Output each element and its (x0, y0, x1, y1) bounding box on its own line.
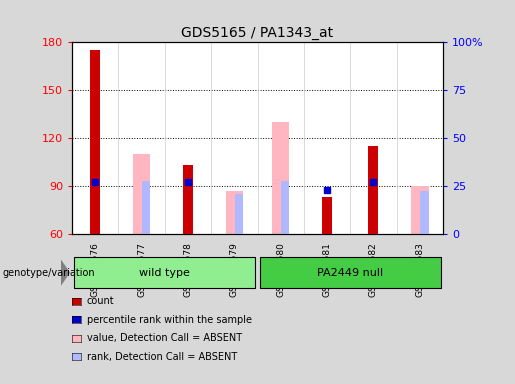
Bar (226, 191, 243, 234)
Text: PA2449 null: PA2449 null (317, 268, 383, 278)
Bar (281, 182, 289, 234)
Text: count: count (87, 296, 114, 306)
Title: GDS5165 / PA1343_at: GDS5165 / PA1343_at (181, 26, 334, 40)
Bar (368, 146, 379, 234)
Polygon shape (61, 259, 70, 286)
Text: value, Detection Call = ABSENT: value, Detection Call = ABSENT (87, 333, 242, 343)
Bar (183, 166, 193, 234)
Text: rank, Detection Call = ABSENT: rank, Detection Call = ABSENT (87, 352, 237, 362)
Bar (420, 191, 428, 234)
Bar (142, 182, 150, 234)
Bar (322, 197, 332, 234)
Text: wild type: wild type (140, 268, 190, 278)
Bar (133, 154, 150, 234)
Bar (260, 257, 440, 288)
Bar (235, 194, 243, 234)
Bar (74, 257, 255, 288)
Bar (90, 50, 100, 234)
Bar (272, 122, 289, 234)
Text: percentile rank within the sample: percentile rank within the sample (87, 315, 251, 325)
Bar (411, 186, 428, 234)
Text: genotype/variation: genotype/variation (3, 268, 95, 278)
